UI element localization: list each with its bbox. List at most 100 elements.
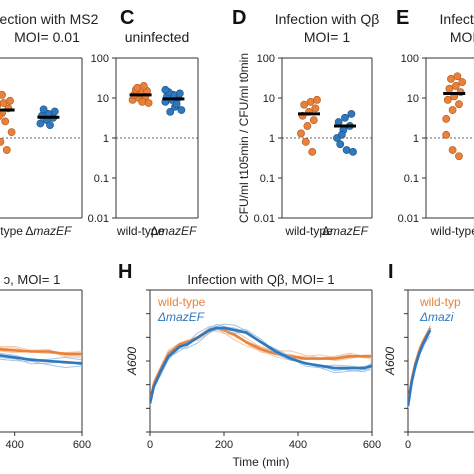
series-line [150, 326, 372, 404]
data-point [347, 110, 356, 118]
category-label-text: mazEF [330, 224, 369, 238]
data-point [39, 105, 48, 114]
y-tick-label: 1 [269, 133, 275, 145]
replicate-curve [408, 330, 431, 406]
x-tick-label: 600 [73, 439, 91, 451]
data-point [2, 146, 11, 154]
dot-panel-e: 0.01 0.1 1 10 100 Infection w MOI= 0 wild-type [398, 11, 474, 238]
y-axis-label: A600 [383, 347, 397, 376]
y-tick-label: 10 [407, 93, 419, 105]
y-tick-label: 1 [413, 133, 419, 145]
y-tick-label: 100 [91, 53, 109, 65]
data-point [7, 128, 16, 137]
category-label: ΔmazEF [25, 224, 72, 238]
legend-entry: ΔmazEF [157, 310, 205, 324]
panel-title: Infection with Qβ [275, 11, 380, 27]
replicate-curve [150, 328, 372, 404]
y-tick-label: 10 [263, 93, 275, 105]
y-axis-label: A600 [125, 347, 139, 376]
legend-entry: Δmazi [419, 310, 454, 324]
category-label-prefix: Δ [322, 224, 330, 238]
data-point [306, 97, 315, 106]
y-tick-label: 100 [257, 53, 275, 65]
x-tick-label: 200 [215, 439, 233, 451]
dot-panel-d: 0.01 0.1 1 10 100 Infection with Qβ MOI= 1 wild… [237, 11, 379, 238]
data-point [309, 116, 318, 125]
replicate-curve [408, 329, 431, 408]
data-point [349, 147, 357, 156]
data-point [455, 100, 463, 109]
y-tick-label: 100 [401, 53, 419, 65]
x-tick-label: 400 [289, 439, 307, 451]
x-tick-label: 0 [147, 439, 153, 451]
data-point [448, 106, 457, 114]
replicate-curve [150, 326, 372, 400]
data-point [303, 122, 312, 130]
data-point [443, 95, 452, 104]
series-line [0, 348, 82, 356]
data-point [311, 104, 320, 113]
y-axis-label: CFU/ml t105min / CFU/ml t0min [237, 53, 251, 223]
category-label: wild-type [284, 224, 333, 238]
data-point [301, 137, 310, 146]
data-point [308, 147, 317, 156]
data-point [341, 113, 349, 122]
legend-entry: wild-typ [419, 295, 461, 309]
category-label: ild-type [0, 224, 23, 238]
data-point [175, 89, 184, 98]
y-tick-label: 0.01 [88, 213, 109, 225]
category-label-text: mazEF [33, 224, 72, 238]
data-point [448, 146, 457, 154]
category-label-prefix: Δ [25, 224, 33, 238]
data-point [133, 83, 142, 92]
data-point [0, 137, 5, 146]
category-label: wild-type [116, 224, 165, 238]
legend-entry: wild-type [157, 295, 206, 309]
category-label-text: ild-type [0, 224, 23, 238]
curves [0, 345, 82, 369]
replicate-curve [408, 335, 431, 406]
series-line [408, 329, 432, 407]
panel-letter-i: I [388, 261, 394, 283]
panel-title: MOI= 1 [304, 29, 351, 45]
category-label: ΔmazEF [150, 224, 197, 238]
data-point [36, 119, 45, 128]
data-point [177, 106, 186, 114]
x-tick-label: 400 [5, 439, 23, 451]
category-label-prefix: Δ [150, 224, 158, 238]
replicate-curve [408, 331, 431, 405]
panel-title: fection with MS2 [0, 11, 99, 27]
series-line [150, 326, 372, 402]
panel-title: Infection w [440, 11, 474, 27]
data-point [166, 107, 175, 116]
replicate-curve [150, 328, 372, 404]
data-point [337, 130, 346, 139]
data-point [46, 121, 54, 130]
curves [408, 325, 432, 408]
series-line [0, 354, 82, 365]
panel-letter-d: D [232, 7, 246, 29]
growth-panel-h: 020040060000.10.20.30.40.50.6Infection w… [125, 272, 381, 469]
x-axis-label: Time (min) [233, 455, 290, 469]
panel-title: MOI= 0 [450, 29, 474, 45]
data-point [442, 130, 451, 139]
panel-title: Infection with Qβ, MOI= 1 [187, 272, 334, 287]
panel-letter-h: H [118, 261, 132, 283]
data-point [313, 95, 321, 104]
data-point [297, 129, 305, 138]
data-point [342, 146, 351, 154]
y-tick-label: 10 [97, 93, 109, 105]
data-point [1, 117, 10, 126]
data-point [455, 152, 463, 161]
panel-letter-c: C [120, 7, 134, 29]
data-point [336, 140, 345, 149]
data-point [0, 90, 6, 99]
y-tick-label: 0.01 [254, 213, 275, 225]
panel-title: MOI= 0.01 [14, 29, 80, 45]
data-point [442, 115, 451, 123]
y-tick-label: 1 [103, 133, 109, 145]
